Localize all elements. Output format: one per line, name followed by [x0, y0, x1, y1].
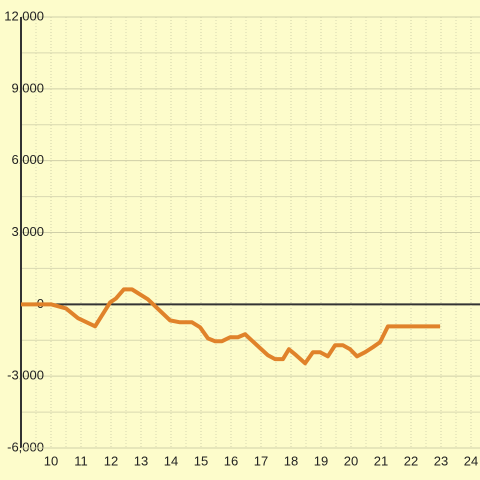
y-tick-label: 6,000 — [11, 152, 44, 167]
x-tick-label: 15 — [194, 453, 208, 468]
data-line — [21, 287, 441, 366]
x-tick-label: 18 — [284, 453, 298, 468]
x-tick-label: 22 — [404, 453, 418, 468]
x-tick-label: 19 — [314, 453, 328, 468]
x-tick-label: 23 — [434, 453, 448, 468]
x-tick-label: 16 — [224, 453, 238, 468]
x-tick-label: 10 — [44, 453, 58, 468]
y-tick-label: 12,000 — [4, 8, 44, 23]
x-tick-label: 21 — [374, 453, 388, 468]
y-tick-label: -6,000 — [7, 439, 44, 454]
x-tick-label: 12 — [104, 453, 118, 468]
y-tick-label: 3,000 — [11, 224, 44, 239]
x-tick-label: 14 — [164, 453, 178, 468]
y-tick-label: -3,000 — [7, 368, 44, 383]
x-tick-label: 24 — [464, 453, 478, 468]
x-tick-label: 13 — [134, 453, 148, 468]
y-tick-label: 9,000 — [11, 80, 44, 95]
x-tick-label: 17 — [254, 453, 268, 468]
x-tick-label: 20 — [344, 453, 358, 468]
x-tick-label: 11 — [74, 453, 88, 468]
